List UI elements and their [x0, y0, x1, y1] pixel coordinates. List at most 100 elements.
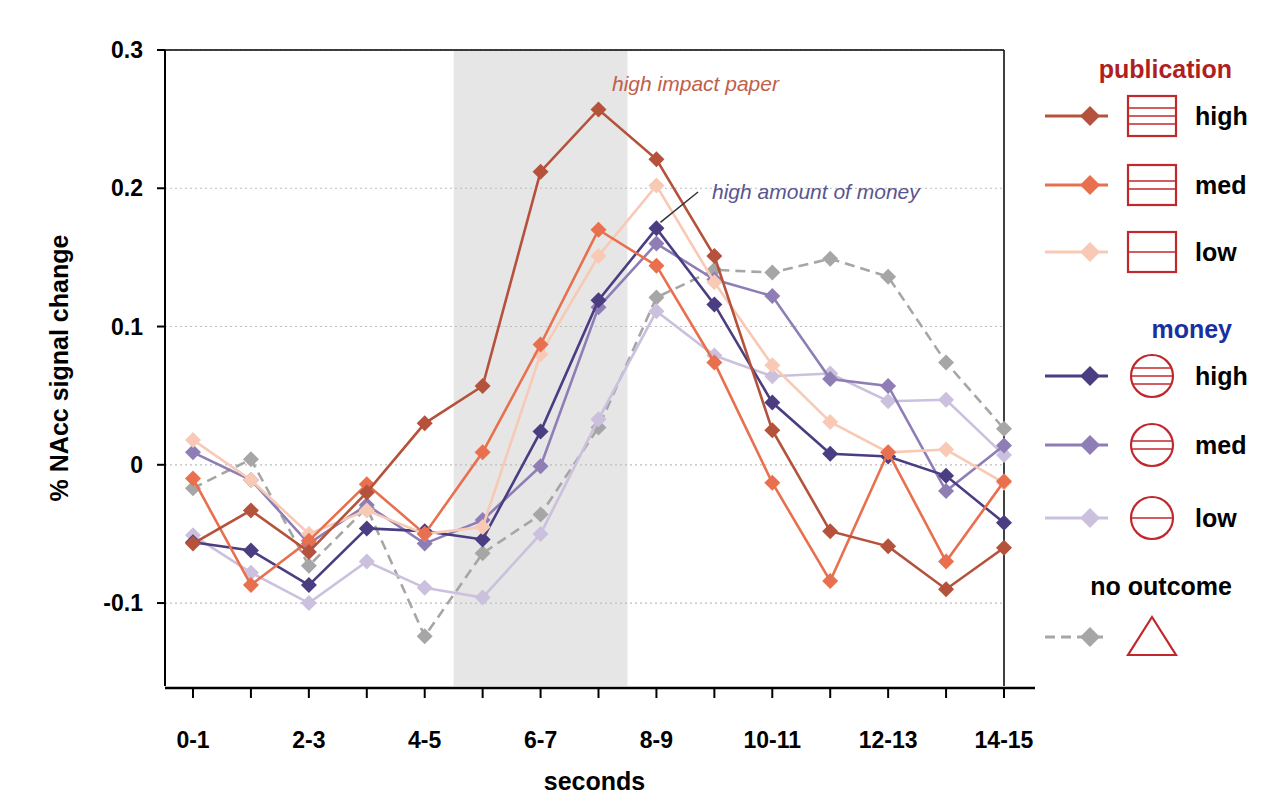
point-marker — [591, 411, 607, 427]
legend-marker — [1080, 435, 1100, 455]
legend-marker — [1080, 366, 1100, 386]
point-marker — [938, 554, 954, 570]
point-marker — [938, 581, 954, 597]
legend-icon-line — [1133, 383, 1172, 385]
point-marker — [822, 414, 838, 430]
point-marker — [764, 357, 780, 373]
point-marker — [996, 515, 1012, 531]
point-marker — [359, 554, 375, 570]
x-tick — [540, 688, 542, 698]
x-tick-label: 8-9 — [640, 727, 673, 753]
point-marker — [938, 442, 954, 458]
point-marker — [648, 303, 664, 319]
x-tick — [308, 688, 310, 698]
point-marker — [359, 502, 375, 518]
legend-icon — [1128, 617, 1176, 655]
legend-label: low — [1195, 504, 1237, 532]
point-marker — [648, 177, 664, 193]
point-marker — [533, 164, 549, 180]
grid-line — [165, 602, 1004, 603]
x-tick — [250, 688, 252, 698]
point-marker — [475, 378, 491, 394]
legend-icon-line — [1131, 375, 1173, 377]
legend-icon-line — [1128, 115, 1176, 117]
plot-area — [185, 101, 1012, 644]
y-tick-label: 0.3 — [111, 37, 143, 63]
point-marker — [243, 502, 259, 518]
legend-entry: med — [1045, 424, 1246, 466]
point-marker — [764, 265, 780, 281]
point-marker — [185, 471, 201, 487]
y-tick-label: 0 — [130, 452, 143, 478]
series-line — [193, 244, 1004, 544]
legend-label: med — [1195, 171, 1246, 199]
legend-entry: low — [1045, 232, 1237, 272]
x-tick — [482, 688, 484, 698]
legend-icon — [1131, 497, 1173, 539]
x-tick-label: 6-7 — [524, 727, 557, 753]
point-marker — [475, 519, 491, 535]
legend-icon — [1131, 355, 1173, 397]
legend-marker — [1080, 242, 1100, 262]
point-marker — [533, 526, 549, 542]
point-marker — [706, 296, 722, 312]
point-marker — [591, 292, 607, 308]
point-marker — [533, 458, 549, 474]
point-marker — [764, 422, 780, 438]
legend-group-title: money — [1151, 315, 1232, 343]
x-tick-label: 14-15 — [975, 727, 1034, 753]
grid-line — [165, 464, 1004, 465]
legend-marker — [1080, 627, 1100, 647]
x-tick — [771, 688, 773, 698]
x-axis-line — [165, 687, 1035, 690]
point-marker — [417, 415, 433, 431]
point-marker — [243, 472, 259, 488]
point-marker — [417, 580, 433, 596]
point-marker — [880, 269, 896, 285]
point-marker — [764, 395, 780, 411]
y-axis-line — [164, 50, 166, 686]
annotation: high amount of money — [712, 180, 921, 203]
point-marker — [938, 483, 954, 499]
x-tick-label: 2-3 — [292, 727, 325, 753]
point-marker — [417, 526, 433, 542]
x-tick — [366, 688, 368, 698]
y-tick-label: 0.1 — [111, 314, 143, 340]
point-marker — [938, 468, 954, 484]
legend-entry: low — [1045, 497, 1237, 539]
point-marker — [996, 540, 1012, 556]
point-marker — [243, 451, 259, 467]
x-tick — [192, 688, 194, 698]
legend-label: high — [1195, 102, 1248, 130]
legend-marker — [1080, 508, 1100, 528]
x-tick — [1003, 688, 1005, 698]
point-marker — [243, 543, 259, 559]
legend-entry — [1045, 617, 1176, 655]
point-marker — [533, 336, 549, 352]
point-marker — [648, 220, 664, 236]
point-marker — [185, 432, 201, 448]
legend-group-title: no outcome — [1090, 572, 1232, 600]
point-marker — [822, 446, 838, 462]
point-marker — [475, 545, 491, 561]
legend-label: low — [1195, 238, 1237, 266]
point-marker — [301, 577, 317, 593]
point-marker — [591, 248, 607, 264]
point-marker — [996, 421, 1012, 437]
point-marker — [996, 473, 1012, 489]
legend-icon — [1128, 165, 1176, 205]
point-marker — [822, 523, 838, 539]
point-marker — [880, 444, 896, 460]
y-tick — [157, 326, 165, 328]
y-tick — [157, 464, 165, 466]
annotation: high impact paper — [612, 72, 780, 95]
legend-icon-line — [1128, 180, 1176, 182]
legend-icon-line — [1128, 123, 1176, 125]
point-marker — [591, 101, 607, 117]
x-tick — [829, 688, 831, 698]
legend-icon — [1128, 96, 1176, 136]
y-tick — [157, 187, 165, 189]
point-marker — [880, 444, 896, 460]
legend-icon — [1131, 424, 1173, 466]
point-marker — [359, 484, 375, 500]
